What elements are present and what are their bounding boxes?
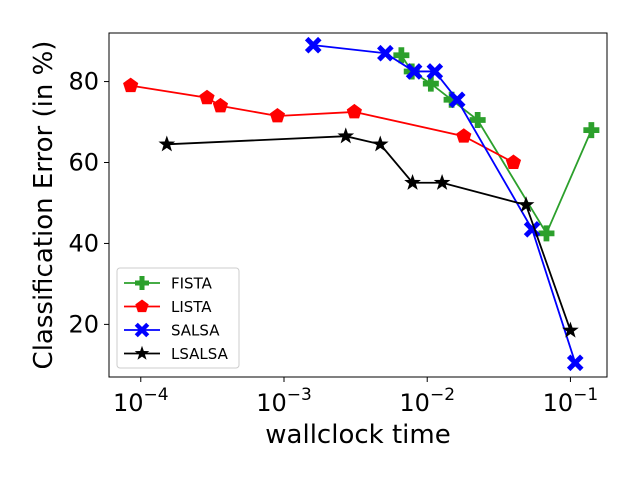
data-point-lista-4 xyxy=(269,107,286,123)
legend-marker-salsa xyxy=(134,322,150,338)
ticks-layer: 10−4 10−3 10−2 10−1 20 40 60 80 xyxy=(68,68,598,417)
data-point-salsa-5 xyxy=(448,91,466,109)
x-tick-label: 10−1 xyxy=(543,385,599,417)
y-tick-label: 80 xyxy=(68,68,99,96)
data-point-fista-1 xyxy=(393,47,410,64)
data-point-salsa-2 xyxy=(377,44,394,62)
data-point-lsalsa-3 xyxy=(371,135,389,152)
y-axis-label: Classification Error (in %) xyxy=(29,41,59,370)
data-point-lsalsa-7 xyxy=(562,321,579,338)
legend-label-salsa: SALSA xyxy=(171,322,220,340)
legend-marker-lsalsa xyxy=(134,345,150,360)
legend: FISTA LISTA SALSA LSALSA xyxy=(116,267,240,369)
legend-marker-lista xyxy=(135,299,149,313)
data-point-fista-7 xyxy=(583,122,600,139)
data-point-lista-3 xyxy=(212,97,229,113)
legend-box xyxy=(116,267,240,369)
data-point-lsalsa-2 xyxy=(337,127,355,144)
x-tick-label: 10−4 xyxy=(113,385,169,417)
data-point-lsalsa-1 xyxy=(158,135,176,152)
data-point-lista-1 xyxy=(123,77,139,93)
legend-entry-salsa: SALSA xyxy=(124,322,220,340)
data-point-salsa-4 xyxy=(426,63,444,80)
data-point-lsalsa-4 xyxy=(404,173,421,190)
legend-marker-fista xyxy=(135,276,149,290)
series-salsa xyxy=(304,36,584,372)
legend-label-lsalsa: LSALSA xyxy=(171,345,229,363)
x-tick-label: 10−3 xyxy=(256,385,312,417)
legend-label-lista: LISTA xyxy=(171,298,212,316)
data-point-fista-3 xyxy=(422,75,439,92)
x-axis-label: wallclock time xyxy=(265,420,450,450)
y-tick-label: 20 xyxy=(68,310,99,338)
data-point-fista-5 xyxy=(469,112,486,129)
x-tick-label: 10−2 xyxy=(399,385,455,417)
plot-frame xyxy=(108,32,608,378)
data-point-salsa-3 xyxy=(405,63,423,80)
data-point-lista-5 xyxy=(346,103,362,119)
data-point-fista-4 xyxy=(443,91,460,108)
y-tick-label: 60 xyxy=(68,149,99,177)
series-lista xyxy=(123,77,522,169)
legend-entry-lsalsa: LSALSA xyxy=(124,345,229,363)
data-point-lsalsa-5 xyxy=(433,173,451,190)
data-point-lista-6 xyxy=(456,128,472,143)
data-point-lista-7 xyxy=(505,154,522,169)
data-point-lista-2 xyxy=(199,89,215,105)
legend-label-fista: FISTA xyxy=(171,275,213,293)
data-point-salsa-1 xyxy=(304,36,322,54)
data-point-salsa-7 xyxy=(566,354,584,372)
series-layer xyxy=(123,36,600,372)
y-tick-label: 40 xyxy=(68,229,99,257)
series-lsalsa xyxy=(158,127,579,338)
data-point-lsalsa-6 xyxy=(517,196,535,213)
legend-entry-fista: FISTA xyxy=(124,275,213,293)
data-point-fista-6 xyxy=(538,225,555,242)
legend-entry-lista: LISTA xyxy=(124,298,212,316)
